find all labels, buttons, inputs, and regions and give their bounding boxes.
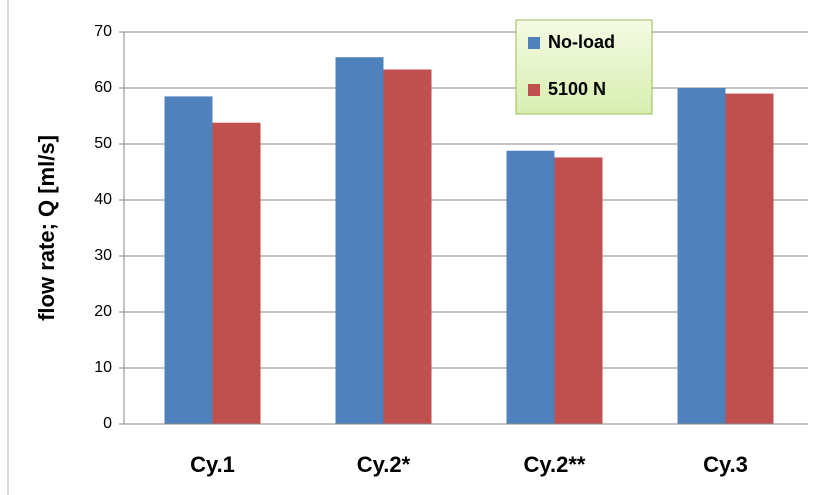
legend-swatch: [528, 37, 540, 49]
bar: [335, 57, 384, 424]
y-tick-label: 60: [94, 79, 112, 96]
legend-box: [515, 19, 653, 115]
x-tick-label: Cy.1: [190, 452, 235, 477]
bar: [725, 93, 774, 424]
legend-swatch: [528, 84, 540, 96]
bar: [554, 157, 603, 424]
x-tick-label: Cy.2*: [357, 452, 411, 477]
x-tick-label: Cy.3: [703, 452, 748, 477]
y-tick-label: 0: [103, 415, 112, 432]
y-axis-label: flow rate; Q [ml/s]: [34, 135, 59, 321]
y-tick-label: 70: [94, 23, 112, 40]
bar: [212, 122, 261, 424]
y-tick-label: 50: [94, 135, 112, 152]
legend-label: No-load: [548, 32, 615, 52]
bar: [506, 150, 555, 424]
y-tick-label: 40: [94, 191, 112, 208]
bar: [164, 96, 213, 425]
bar: [677, 88, 726, 424]
y-tick-label: 30: [94, 247, 112, 264]
y-tick-label: 20: [94, 303, 112, 320]
y-tick-label: 10: [94, 359, 112, 376]
x-tick-label: Cy.2**: [524, 452, 586, 477]
bar: [383, 69, 432, 425]
legend-label: 5100 N: [548, 79, 606, 99]
